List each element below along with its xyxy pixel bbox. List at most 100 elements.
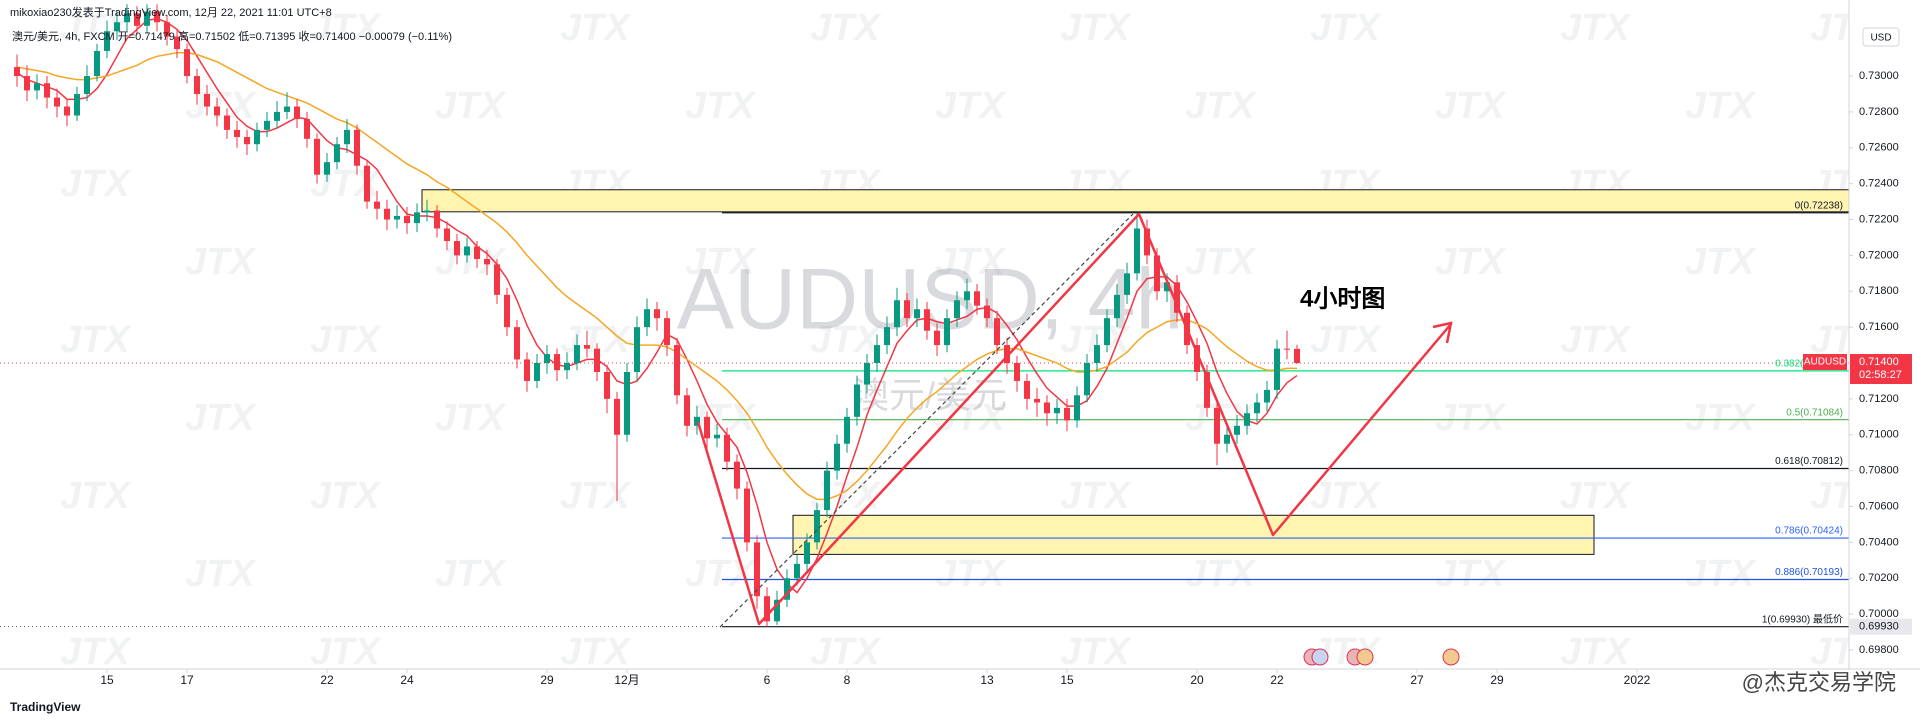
watermark: JTX bbox=[1310, 319, 1382, 361]
candle-body bbox=[224, 115, 230, 130]
candle-body bbox=[1154, 255, 1160, 292]
candle-body bbox=[934, 330, 940, 346]
candle-body bbox=[1044, 402, 1050, 414]
candle-body bbox=[644, 309, 650, 328]
candle-body bbox=[184, 49, 190, 77]
watermark: JTX bbox=[435, 397, 507, 439]
annotation: 4小时图 bbox=[1300, 285, 1385, 312]
watermark: JTX bbox=[60, 475, 132, 517]
candle-body bbox=[534, 363, 540, 381]
arrow-head bbox=[1432, 321, 1453, 344]
watermark: JTX bbox=[310, 319, 382, 361]
candle-body bbox=[1244, 413, 1250, 426]
candle-body bbox=[204, 93, 210, 107]
candle-body bbox=[514, 327, 520, 360]
candle-body bbox=[54, 97, 60, 107]
candle-body bbox=[874, 345, 880, 364]
candle-body bbox=[474, 246, 480, 259]
candle-body bbox=[694, 416, 700, 426]
watermark: JTX bbox=[1685, 85, 1757, 127]
candle-body bbox=[844, 416, 850, 444]
last-price-box bbox=[1850, 354, 1912, 385]
x-tick-label: 15 bbox=[100, 673, 114, 687]
candle-body bbox=[1064, 407, 1070, 421]
candle-body bbox=[414, 212, 420, 224]
watermark: JTX bbox=[310, 7, 382, 49]
watermark: JTX bbox=[1060, 7, 1132, 49]
candle-body bbox=[584, 345, 590, 349]
candle-body bbox=[1094, 345, 1100, 364]
y-tick-label: 0.70000 bbox=[1859, 608, 1899, 620]
watermark: JTX bbox=[1560, 319, 1632, 361]
fib-label: 0.5(0.71084) bbox=[1786, 407, 1843, 418]
candle-body bbox=[994, 318, 1000, 346]
candle-body bbox=[44, 83, 50, 98]
candle-body bbox=[164, 22, 170, 37]
y-tick-label: 0.71200 bbox=[1859, 393, 1899, 405]
watermark: JTX bbox=[560, 475, 632, 517]
moving-average bbox=[16, 17, 1298, 594]
candle-body bbox=[464, 246, 470, 256]
candle-body bbox=[904, 300, 910, 319]
candle-body bbox=[314, 138, 320, 175]
candle-body bbox=[684, 395, 690, 426]
candle-body bbox=[824, 470, 830, 511]
y-tick-label: 0.72200 bbox=[1859, 213, 1899, 225]
candle-body bbox=[724, 434, 730, 462]
candle-body bbox=[84, 76, 90, 94]
watermark: JTX bbox=[810, 319, 882, 361]
x-tick-label: 29 bbox=[1490, 673, 1504, 687]
candle-body bbox=[194, 76, 200, 94]
watermark: JTX bbox=[935, 85, 1007, 127]
x-tick-label: 15 bbox=[1060, 673, 1074, 687]
symbol-tag-box bbox=[1803, 354, 1847, 371]
watermark: JTX bbox=[1060, 475, 1132, 517]
candle-body bbox=[574, 345, 580, 364]
candle-body bbox=[674, 345, 680, 396]
candle-body bbox=[304, 119, 310, 139]
candle-body bbox=[1284, 348, 1290, 350]
candle-body bbox=[704, 416, 710, 439]
candle-body bbox=[1014, 363, 1020, 381]
candle-body bbox=[284, 106, 290, 112]
event-icon[interactable] bbox=[1356, 648, 1374, 666]
candle-body bbox=[884, 327, 890, 346]
currency-box[interactable] bbox=[1862, 27, 1900, 47]
candle-body bbox=[324, 162, 330, 175]
watermark: JTX bbox=[560, 631, 632, 673]
candle-body bbox=[144, 11, 150, 26]
price-zone bbox=[792, 514, 1595, 555]
x-tick-label: 20 bbox=[1190, 673, 1204, 687]
watermark: JTX bbox=[810, 631, 882, 673]
candle-body bbox=[564, 363, 570, 371]
symbol-tag: AUDUSD bbox=[1804, 357, 1846, 368]
event-icon[interactable] bbox=[1442, 648, 1460, 666]
price-zone bbox=[421, 189, 1850, 213]
watermark: JTX bbox=[935, 241, 1007, 283]
watermark: JTX bbox=[1435, 553, 1507, 595]
branding: TradingView bbox=[10, 700, 81, 714]
candle-body bbox=[1224, 434, 1230, 444]
candle-body bbox=[1214, 407, 1220, 444]
fib-label: 0.618(0.70812) bbox=[1775, 456, 1843, 467]
candle-body bbox=[864, 363, 870, 385]
candle-body bbox=[444, 228, 450, 242]
event-icons bbox=[1303, 648, 1460, 666]
watermark: JTX bbox=[1435, 241, 1507, 283]
candle-body bbox=[1084, 363, 1090, 396]
candle-body bbox=[334, 144, 340, 163]
event-icon[interactable] bbox=[1311, 648, 1329, 666]
x-tick-label: 29 bbox=[540, 673, 554, 687]
candle-body bbox=[1074, 395, 1080, 421]
candle-body bbox=[94, 50, 100, 77]
candle-body bbox=[1264, 389, 1270, 403]
symbol-watermark: AUDUSD, 4h bbox=[677, 252, 1184, 348]
watermark: JTX bbox=[1685, 241, 1757, 283]
ohlc-legend: 澳元/美元, 4h, FXCM 开=0.71479 高=0.71502 低=0.… bbox=[12, 29, 452, 43]
candle-body bbox=[744, 488, 750, 543]
candle-body bbox=[764, 596, 770, 622]
watermark: JTX bbox=[1435, 397, 1507, 439]
watermark: JTX bbox=[810, 7, 882, 49]
